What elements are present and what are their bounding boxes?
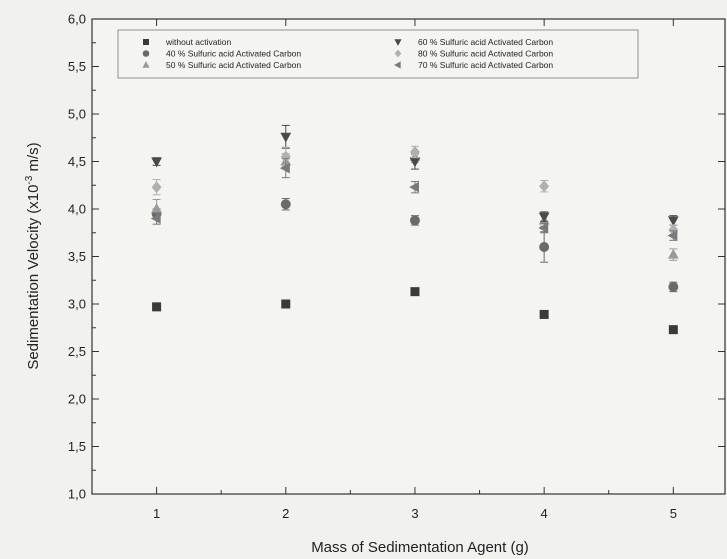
data-point <box>152 302 162 312</box>
x-axis-title: Mass of Sedimentation Agent (g) <box>311 539 529 556</box>
x-tick-label: 5 <box>670 506 677 521</box>
legend-label: 60 % Sulfuric acid Activated Carbon <box>418 37 553 47</box>
axis-ticks: 1 2 3 4 5 1,0 1,5 2,0 2,5 3,0 3,5 4,0 4,5 5,0 5,5 6,0 <box>68 12 725 521</box>
legend: without activation 40 % Sulfuric acid Act… <box>117 29 639 79</box>
data-point <box>668 325 678 335</box>
data-point <box>409 157 421 168</box>
data-point <box>667 230 678 241</box>
legend-label: without activation <box>165 37 231 47</box>
y-tick-label: 2,5 <box>68 344 86 359</box>
y-axis-title-unit: m/s) <box>25 142 42 175</box>
y-tick-label: 3,0 <box>68 297 86 312</box>
y-tick-label: 4,5 <box>68 154 86 169</box>
data-point <box>151 181 162 194</box>
data-point <box>667 248 679 259</box>
y-tick-label: 1,0 <box>68 487 86 502</box>
y-tick-label: 3,5 <box>68 249 86 264</box>
y-axis-title-exponent: -3 <box>24 175 35 184</box>
y-tick-label: 5,0 <box>68 107 86 122</box>
x-tick-label: 1 <box>153 506 160 521</box>
plot-frame <box>91 18 726 495</box>
y-tick-label: 1,5 <box>68 439 86 454</box>
data-point <box>151 203 162 214</box>
x-tick-label: 3 <box>411 506 418 521</box>
data-point <box>409 181 420 193</box>
data-point <box>539 242 550 252</box>
data-point <box>279 162 290 174</box>
data-point <box>539 309 549 319</box>
legend-label: 80 % Sulfuric acid Activated Carbon <box>418 49 553 59</box>
data-point <box>280 150 291 163</box>
data-point <box>539 180 550 193</box>
legend-label: 70 % Sulfuric acid Activated Carbon <box>418 60 553 70</box>
data-point <box>667 216 679 227</box>
y-tick-label: 5,5 <box>68 59 86 74</box>
legend-marker <box>394 39 402 46</box>
legend-marker <box>142 50 150 57</box>
data-point <box>538 212 550 223</box>
legend-marker <box>143 39 149 45</box>
data-point <box>281 299 291 309</box>
y-tick-label: 2,0 <box>68 392 86 407</box>
data-point <box>538 222 549 234</box>
y-tick-label: 6,0 <box>68 12 86 27</box>
legend-box <box>117 29 639 79</box>
legend-label: 50 % Sulfuric acid Activated Carbon <box>166 60 301 70</box>
y-tick-label: 4,0 <box>68 202 86 217</box>
x-tick-label: 2 <box>282 506 289 521</box>
y-axis-title-main: Sedimentation Velocity (x10 <box>25 185 42 370</box>
data-point <box>410 215 420 226</box>
legend-marker <box>142 61 150 68</box>
legend-label: 40 % Sulfuric acid Activated Carbon <box>166 49 301 59</box>
data-point <box>280 199 291 210</box>
data-point <box>410 287 420 297</box>
y-axis-title: Sedimentation Velocity (x10-3 m/s) <box>24 142 42 369</box>
data-point <box>151 157 162 168</box>
data-point <box>668 281 679 292</box>
data-marks <box>150 124 679 335</box>
x-tick-label: 4 <box>541 506 548 521</box>
data-point <box>410 145 420 159</box>
data-point <box>150 213 161 224</box>
legend-marker <box>394 49 402 58</box>
data-point <box>280 132 292 143</box>
legend-marker <box>394 61 401 69</box>
